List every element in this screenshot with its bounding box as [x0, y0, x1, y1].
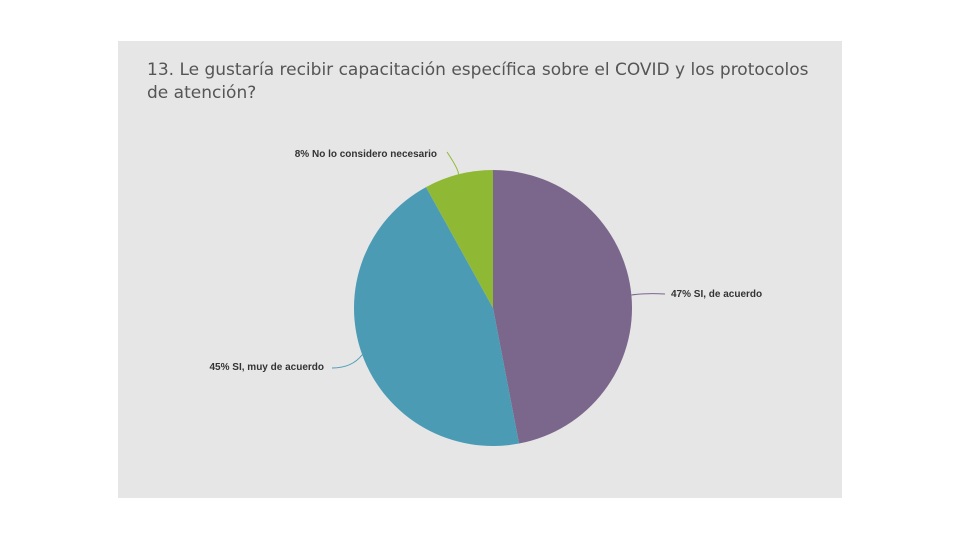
- slice-label-2: 45% SI, muy de acuerdo: [210, 362, 325, 373]
- chart-title: 13. Le gustaría recibir capacitación esp…: [147, 60, 809, 103]
- pie-slice-2: [353, 187, 520, 446]
- pie-slice-1: [493, 170, 632, 444]
- pie-slice-3: [426, 170, 493, 308]
- slice-label-3: 8% No lo considero necesario: [295, 149, 437, 160]
- leader-lines: [331, 151, 666, 369]
- leader-line-1: [631, 293, 666, 296]
- slice-label-1: 47% SI, de acuerdo: [671, 289, 762, 300]
- leader-line-3: [446, 151, 459, 175]
- pie-slices: [353, 170, 632, 446]
- slice-labels: 47% SI, de acuerdo 45% SI, muy de acuerdo…: [210, 149, 763, 373]
- leader-line-2: [331, 354, 363, 369]
